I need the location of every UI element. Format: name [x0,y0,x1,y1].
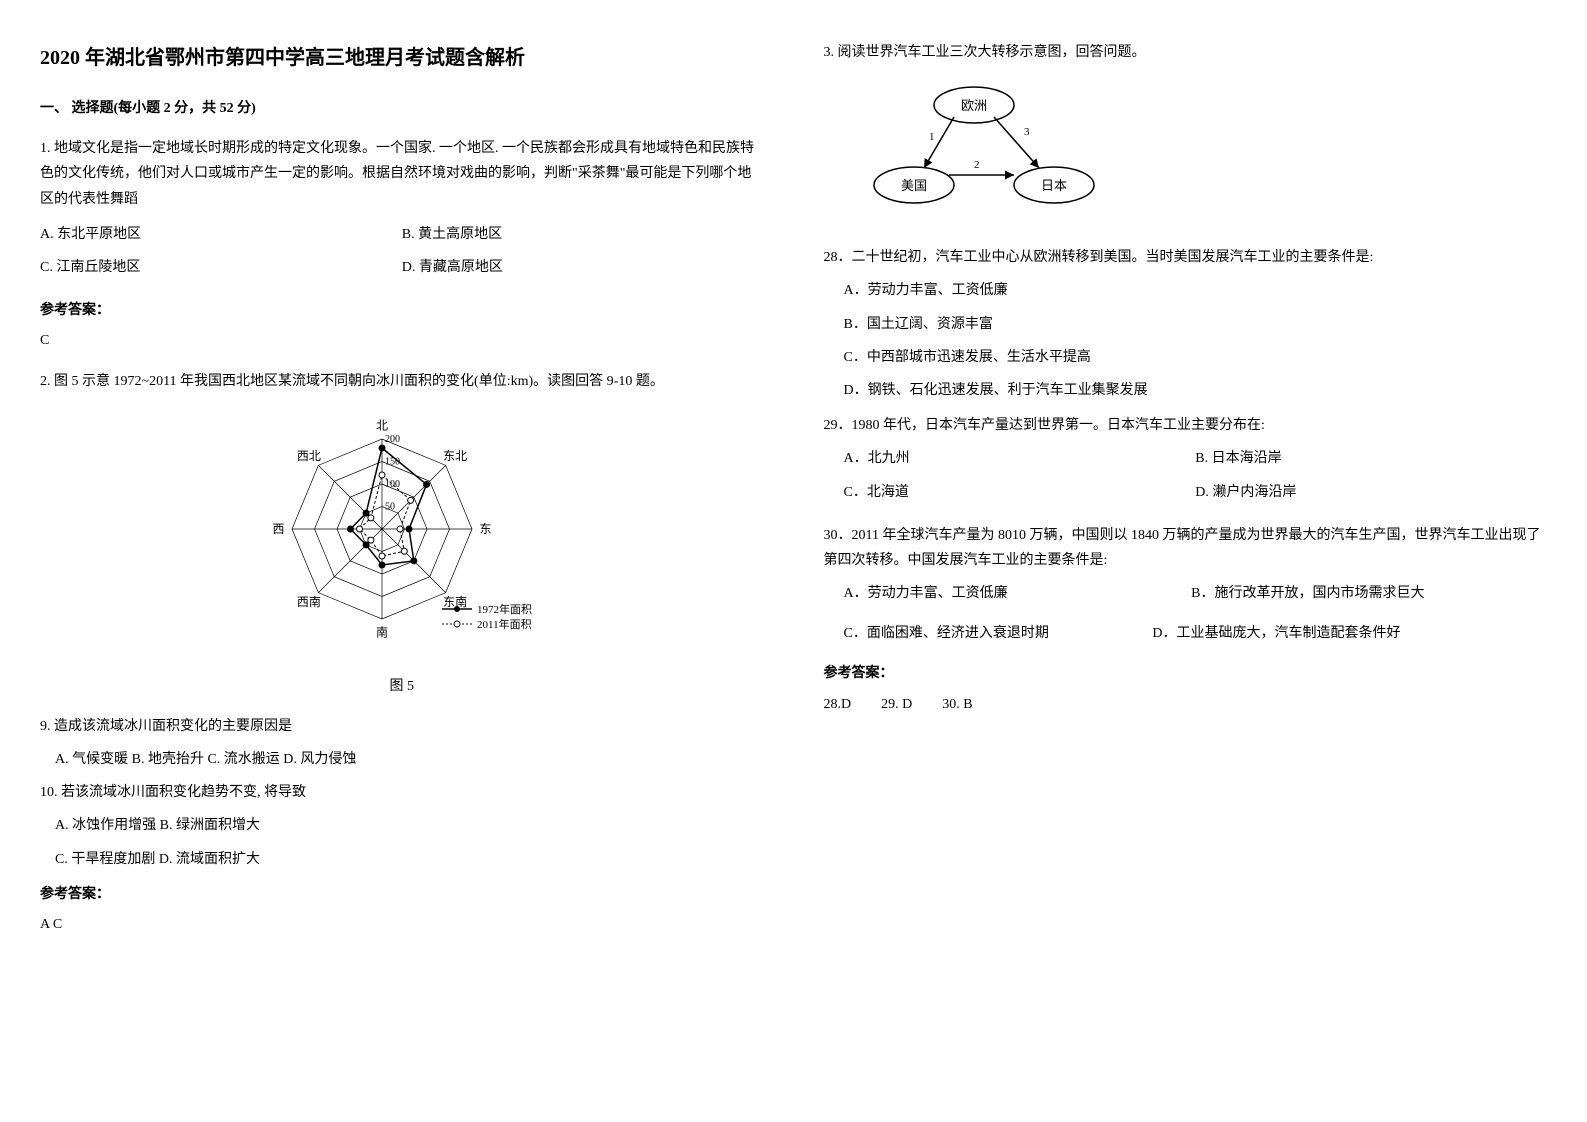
q28-opt-b: B．国土辽阔、资源丰富 [844,312,1568,337]
option-a: A. 东北平原地区 [40,222,402,247]
svg-text:西南: 西南 [297,594,321,609]
svg-text:欧洲: 欧洲 [960,98,986,113]
svg-text:日本: 日本 [1040,178,1066,193]
q29-opt-a: A．北九州 [844,446,1196,471]
options-container: A. 东北平原地区 B. 黄土高原地区 C. 江南丘陵地区 D. 青藏高原地区 [40,222,764,288]
answer-label: 参考答案： [40,882,764,907]
sub-question-9: 9. 造成该流域冰川面积变化的主要原因是 [40,714,764,739]
radar-chart-container: 50100150200 北东北东东南南西南西西北 1972年面积 2011年面积 [40,409,764,699]
svg-text:1: 1 [929,131,935,143]
question-text: 3. 阅读世界汽车工业三次大转移示意图，回答问题。 [824,40,1548,65]
q30-opt-a: A．劳动力丰富、工资低廉 [844,586,1008,601]
svg-text:南: 南 [376,624,388,639]
answer-label: 参考答案： [40,298,764,323]
q28-opt-c: C．中西部城市迅速发展、生活水平提高 [844,345,1568,370]
question-2: 2. 图 5 示意 1972~2011 年我国西北地区某流域不同朝向冰川面积的变… [40,369,764,938]
option-c: C. 江南丘陵地区 [40,255,402,280]
svg-text:3: 3 [1024,126,1030,138]
transfer-diagram: 欧洲 美国 日本 1 2 3 [854,75,1134,225]
svg-text:150: 150 [385,456,400,467]
q28-text: 28．二十世纪初，汽车工业中心从欧洲转移到美国。当时美国发展汽车工业的主要条件是… [824,245,1548,270]
question-3: 3. 阅读世界汽车工业三次大转移示意图，回答问题。 欧洲 美国 日本 1 2 3 [824,40,1548,717]
answer-label: 参考答案： [824,661,1548,686]
left-column: 2020 年湖北省鄂州市第四中学高三地理月考试题含解析 一、 选择题(每小题 2… [40,40,764,952]
q29-opt-c: C．北海道 [844,480,1196,505]
svg-text:200: 200 [385,434,400,445]
answer-text: C [40,328,764,353]
q28-opt-d: D．钢铁、石化迅速发展、利于汽车工业集聚发展 [844,378,1568,403]
answer-text: A C [40,912,764,937]
svg-text:美国: 美国 [900,178,926,193]
figure-label: 图 5 [40,674,764,699]
section-title: 一、 选择题(每小题 2 分，共 52 分) [40,96,764,121]
question-text: 2. 图 5 示意 1972~2011 年我国西北地区某流域不同朝向冰川面积的变… [40,369,764,394]
svg-text:西: 西 [272,522,284,536]
answer-row: 28.D 29. D 30. B [824,692,1548,717]
sub-question-10: 10. 若该流域冰川面积变化趋势不变, 将导致 [40,780,764,805]
q30-options-2: C．面临困难、经济进入衰退时期 D．工业基础庞大，汽车制造配套条件好 [844,621,1548,646]
svg-text:东北: 东北 [443,449,467,463]
svg-text:西北: 西北 [297,449,321,463]
option-d: D. 青藏高原地区 [402,255,764,280]
q29-opt-b: B. 日本海沿岸 [1195,446,1547,471]
svg-text:东: 东 [479,522,491,536]
q30-opt-b: B．施行改革开放，国内市场需求巨大 [1191,586,1424,601]
q29-text: 29．1980 年代，日本汽车产量达到世界第一。日本汽车工业主要分布在: [824,413,1548,438]
question-1: 1. 地域文化是指一定地域长时期形成的特定文化现象。一个国家. 一个地区. 一个… [40,136,764,353]
q30-opt-c: C．面临困难、经济进入衰退时期 [844,626,1049,641]
answer-30: 30. B [942,692,972,717]
radar-chart: 50100150200 北东北东东南南西南西西北 1972年面积 2011年面积 [262,409,542,669]
q30-opt-d: D．工业基础庞大，汽车制造配套条件好 [1152,626,1400,641]
answer-29: 29. D [881,692,912,717]
svg-text:北: 北 [376,418,388,432]
svg-text:1972年面积: 1972年面积 [477,602,532,616]
q28-opt-a: A．劳动力丰富、工资低廉 [844,278,1568,303]
q30-text: 30．2011 年全球汽车产量为 8010 万辆，中国则以 1840 万辆的产量… [824,523,1548,573]
answer-28: 28.D [824,692,852,717]
svg-text:50: 50 [385,501,395,512]
sub9-options: A. 气候变暖 B. 地壳抬升 C. 流水搬运 D. 风力侵蚀 [55,747,764,772]
right-column: 3. 阅读世界汽车工业三次大转移示意图，回答问题。 欧洲 美国 日本 1 2 3 [824,40,1548,952]
svg-text:2011年面积: 2011年面积 [477,617,532,631]
question-text: 1. 地域文化是指一定地域长时期形成的特定文化现象。一个国家. 一个地区. 一个… [40,136,764,212]
q29-options: A．北九州 B. 日本海沿岸 C．北海道 D. 濑户内海沿岸 [844,446,1548,512]
svg-text:2: 2 [974,159,980,171]
option-b: B. 黄土高原地区 [402,222,764,247]
exam-title: 2020 年湖北省鄂州市第四中学高三地理月考试题含解析 [40,40,764,76]
q29-opt-d: D. 濑户内海沿岸 [1195,480,1547,505]
q30-options: A．劳动力丰富、工资低廉 B．施行改革开放，国内市场需求巨大 [844,581,1548,606]
sub10-opts-b: C. 干旱程度加剧 D. 流域面积扩大 [55,847,764,872]
sub10-opts-a: A. 冰蚀作用增强 B. 绿洲面积增大 [55,813,764,838]
